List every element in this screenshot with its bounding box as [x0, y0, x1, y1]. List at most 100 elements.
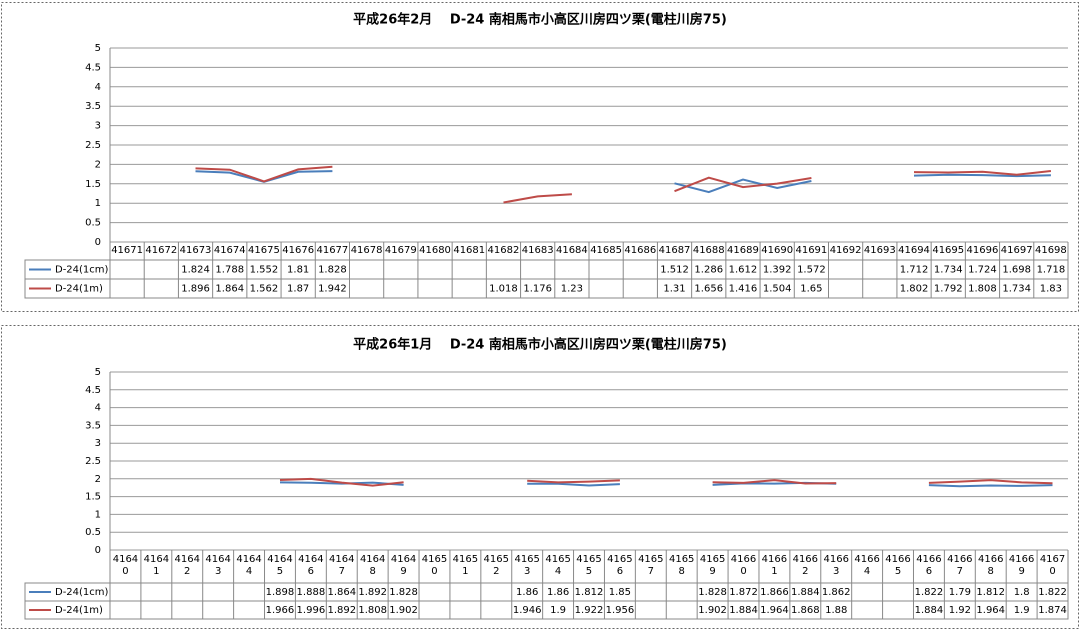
data-label: 1.822 [915, 587, 944, 598]
y-tick-label: 5 [95, 43, 101, 54]
data-label: 1.874 [1038, 605, 1067, 616]
data-label: 1.81 [287, 265, 309, 276]
data-label: 1.612 [729, 265, 758, 276]
x-tick-label: 41640 [112, 554, 139, 577]
x-tick-label: 41680 [419, 245, 451, 256]
panel-border [1, 325, 1079, 629]
data-label: 1.864 [215, 284, 244, 295]
data-label: 1.824 [181, 265, 210, 276]
x-tick-label: 41642 [174, 554, 200, 577]
data-label: 1.892 [358, 587, 387, 598]
x-tick-label: 41650 [421, 554, 448, 577]
data-label: 1.996 [297, 605, 326, 616]
data-label: 1.512 [660, 265, 689, 276]
data-label: 1.572 [797, 265, 826, 276]
data-label: 1.828 [389, 587, 418, 598]
x-tick-label: 41692 [829, 245, 862, 256]
x-tick-label: 41696 [966, 245, 999, 256]
x-tick-label: 41644 [236, 554, 262, 577]
x-tick-label: 41672 [145, 245, 178, 256]
data-label: 1.9 [1014, 605, 1030, 616]
data-label: 1.862 [822, 587, 851, 598]
y-tick-label: 1.5 [85, 492, 101, 503]
data-label: 1.656 [694, 284, 723, 295]
x-tick-label: 41695 [932, 245, 965, 256]
x-tick-label: 41649 [390, 554, 417, 577]
data-label: 1.866 [760, 587, 789, 598]
x-tick-label: 41643 [205, 554, 231, 577]
data-label: 1.65 [800, 284, 822, 295]
x-tick-label: 41690 [761, 245, 794, 256]
series-line [279, 477, 1053, 487]
y-tick-label: 4.5 [85, 385, 101, 396]
data-label: 1.79 [949, 587, 971, 598]
x-tick-label: 41658 [668, 554, 695, 577]
data-label: 1.392 [763, 265, 792, 276]
y-tick-label: 0 [95, 545, 101, 556]
chart-title: 平成26年1月 D-24 南相馬市小高区川房四ツ栗(電柱川房75) [353, 337, 727, 353]
x-tick-label: 41665 [885, 554, 911, 577]
data-label: 1.946 [513, 605, 542, 616]
x-tick-label: 41676 [282, 245, 315, 256]
data-label: 1.712 [900, 265, 929, 276]
x-tick-label: 41645 [267, 554, 293, 577]
y-tick-label: 2 [95, 474, 101, 485]
x-tick-label: 41677 [316, 245, 349, 256]
y-tick-label: 0.5 [85, 218, 101, 229]
data-label: 1.884 [915, 605, 944, 616]
data-label: 1.884 [729, 605, 758, 616]
y-tick-label: 0 [95, 237, 101, 248]
data-label: 1.552 [250, 265, 279, 276]
data-label: 1.88 [825, 605, 847, 616]
data-label: 1.788 [215, 265, 244, 276]
data-label: 1.9 [550, 605, 566, 616]
data-label: 1.31 [663, 284, 685, 295]
data-label: 1.286 [694, 265, 723, 276]
data-label: 1.698 [1002, 265, 1031, 276]
data-label: 1.018 [489, 284, 518, 295]
x-tick-label: 41693 [863, 245, 896, 256]
x-tick-label: 41686 [624, 245, 657, 256]
x-tick-label: 41662 [792, 554, 819, 577]
x-tick-label: 41687 [658, 245, 691, 256]
y-tick-label: 3 [95, 121, 101, 132]
x-tick-label: 41673 [179, 245, 212, 256]
x-tick-label: 41654 [545, 554, 571, 577]
legend-label: D-24(1m) [55, 284, 103, 295]
x-tick-label: 41661 [761, 554, 788, 577]
data-label: 1.828 [318, 265, 347, 276]
x-tick-label: 41663 [823, 554, 849, 577]
data-label: 1.884 [791, 587, 820, 598]
y-tick-label: 2 [95, 159, 101, 170]
x-tick-label: 41698 [1034, 245, 1067, 256]
data-label: 1.724 [968, 265, 997, 276]
data-label: 1.808 [968, 284, 997, 295]
data-label: 1.8 [1014, 587, 1030, 598]
data-label: 1.86 [547, 587, 569, 598]
x-tick-label: 41684 [555, 245, 588, 256]
data-label: 1.734 [934, 265, 963, 276]
data-label: 1.898 [266, 587, 295, 598]
x-tick-label: 41669 [1008, 554, 1035, 577]
data-label: 1.896 [181, 284, 210, 295]
data-label: 1.872 [729, 587, 758, 598]
data-label: 1.92 [949, 605, 971, 616]
data-label: 1.922 [575, 605, 604, 616]
x-tick-label: 41679 [384, 245, 417, 256]
data-label: 1.734 [1002, 284, 1031, 295]
series-line [195, 165, 1052, 204]
x-tick-label: 41674 [213, 245, 246, 256]
data-label: 1.416 [729, 284, 758, 295]
y-tick-label: 1.5 [85, 179, 101, 190]
y-tick-label: 5 [95, 367, 101, 378]
data-label: 1.964 [976, 605, 1005, 616]
data-label: 1.87 [287, 284, 309, 295]
y-tick-label: 4 [95, 82, 101, 93]
data-label: 1.802 [900, 284, 929, 295]
x-tick-label: 41646 [298, 554, 324, 577]
x-tick-label: 41660 [730, 554, 757, 577]
x-tick-label: 41664 [854, 554, 880, 577]
data-label: 1.868 [791, 605, 820, 616]
data-label: 1.176 [523, 284, 552, 295]
